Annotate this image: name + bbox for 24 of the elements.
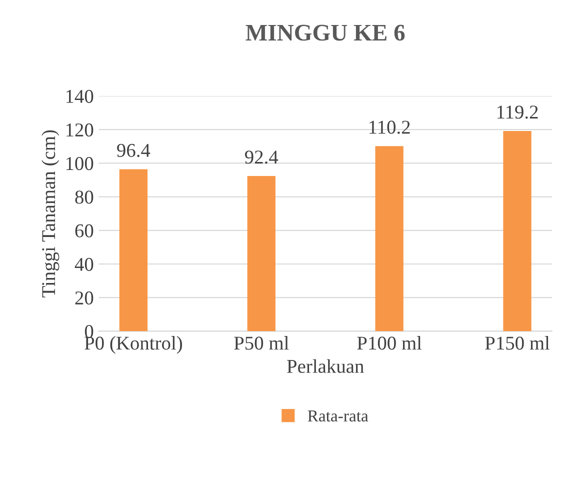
- data-label: 92.4: [245, 150, 278, 164]
- y-axis-title: Tinggi Tanaman (cm): [42, 130, 60, 298]
- y-tick-label: 60: [75, 224, 94, 238]
- bar: [119, 169, 148, 332]
- data-label: 96.4: [117, 144, 150, 158]
- y-tick-label: 20: [75, 291, 94, 305]
- bar: [503, 130, 532, 332]
- legend-label: Rata-rata: [308, 410, 368, 422]
- y-tick-label: 40: [74, 258, 94, 271]
- y-tick-label: 100: [66, 157, 94, 170]
- y-tick-label: 0: [84, 325, 94, 338]
- chart-title: MINGGU KE 6: [246, 24, 405, 41]
- x-axis-title: Perlakuan: [287, 359, 364, 373]
- y-tick-label: 120: [66, 123, 94, 137]
- bar: [375, 146, 404, 332]
- y-tick-label: 80: [75, 190, 94, 204]
- y-tick-label: 140: [66, 90, 94, 103]
- x-tick-label: P100 ml: [357, 336, 422, 350]
- bar: [247, 176, 276, 332]
- x-tick-label: P50 ml: [234, 336, 289, 350]
- data-label: 110.2: [370, 120, 410, 134]
- x-tick-label: P0 (Kontrol): [84, 336, 182, 354]
- data-label: 119.2: [497, 106, 538, 119]
- x-tick-label: P150 ml: [485, 336, 550, 350]
